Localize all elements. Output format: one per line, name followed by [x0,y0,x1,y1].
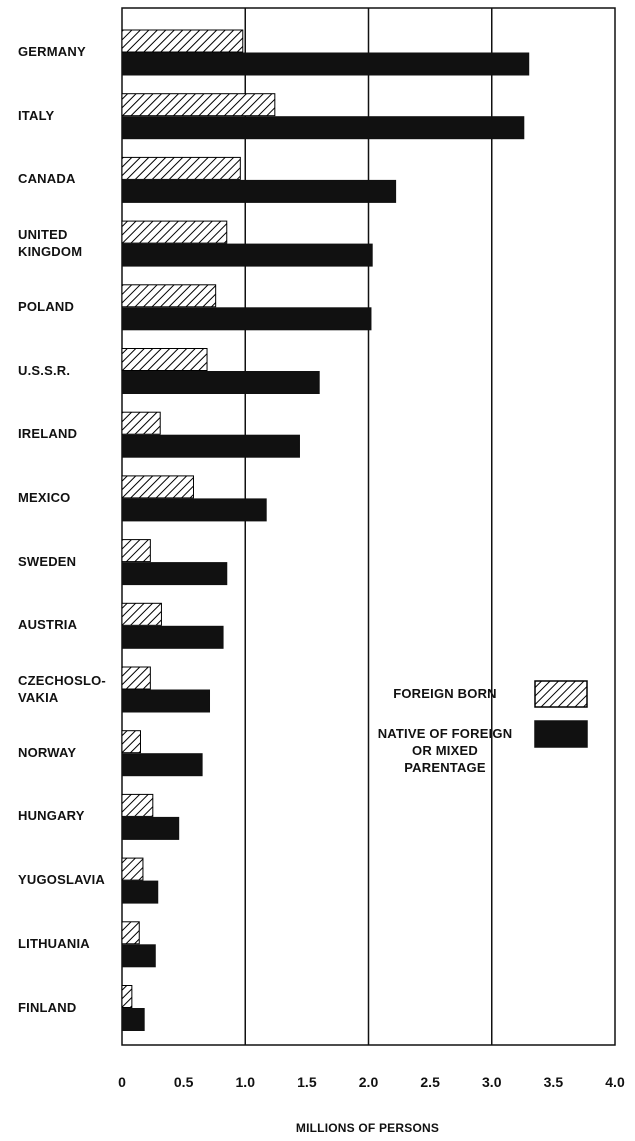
bar [121,816,180,840]
bar [121,689,211,713]
y-tick-label: SWEDEN [18,553,77,569]
bar [121,666,151,690]
y-tick-label: LITHUANIA [18,935,90,951]
bar [121,625,224,649]
bar [121,434,300,458]
bar [121,539,151,563]
legend-label: FOREIGN BORN [393,686,497,701]
y-tick-label: GERMANY [18,44,86,59]
bar [121,985,133,1008]
y-tick-label: FINLAND [18,999,77,1015]
x-tick-label: 3.5 [544,1074,564,1090]
x-axis-label: MILLIONS OF PERSONS [295,1121,440,1135]
y-tick-label: CANADA [18,171,76,187]
bar [121,880,159,904]
bar [121,179,397,203]
bar [121,944,156,968]
bar [121,348,208,371]
bar [121,116,525,140]
legend-swatch [534,680,588,708]
y-tick-label: AUSTRIA [18,617,78,633]
bar [121,498,267,522]
y-tick-label: U.S.S.R. [18,362,71,378]
bar [121,921,140,945]
bar [121,857,144,881]
bar [121,243,373,267]
bar [121,220,228,244]
bar [121,156,241,180]
bar [121,29,244,53]
bar [121,284,217,308]
bar [121,52,530,76]
bar [121,307,372,331]
bar [121,411,161,435]
x-tick-label: 1.5 [297,1074,317,1090]
y-tick-label: NORWAY [18,744,77,760]
bar [121,371,320,394]
x-tick-label: 2.0 [359,1074,379,1090]
bar [121,753,203,777]
y-tick-label: IRELAND [18,426,78,442]
y-tick-label: MEXICO [18,489,71,505]
legend-swatch [534,720,588,748]
bar [121,475,194,499]
x-tick-label: 3.0 [482,1074,502,1090]
y-tick-label: UNITED KINGDOM [18,227,83,260]
y-tick-label: CZECHOSLO- VAKIA [18,673,106,705]
bar [121,1008,145,1031]
y-tick-label: ITALY [18,107,55,123]
x-tick-label: 0 [118,1074,126,1090]
x-tick-label: 1.0 [236,1074,256,1090]
x-tick-label: 4.0 [605,1074,625,1090]
y-tick-label: YUGOSLAVIA [18,872,105,888]
bar [121,562,228,586]
y-tick-label: POLAND [18,298,75,314]
bar [121,602,162,626]
bar [121,93,276,117]
x-tick-label: 2.5 [420,1074,440,1090]
legend-label: NATIVE OF FOREIGN OR MIXED PARENTAGE [377,726,513,775]
x-tick-label: 0.5 [174,1074,194,1090]
bar [121,730,141,754]
y-tick-label: HUNGARY [18,808,85,824]
bar [121,793,154,817]
